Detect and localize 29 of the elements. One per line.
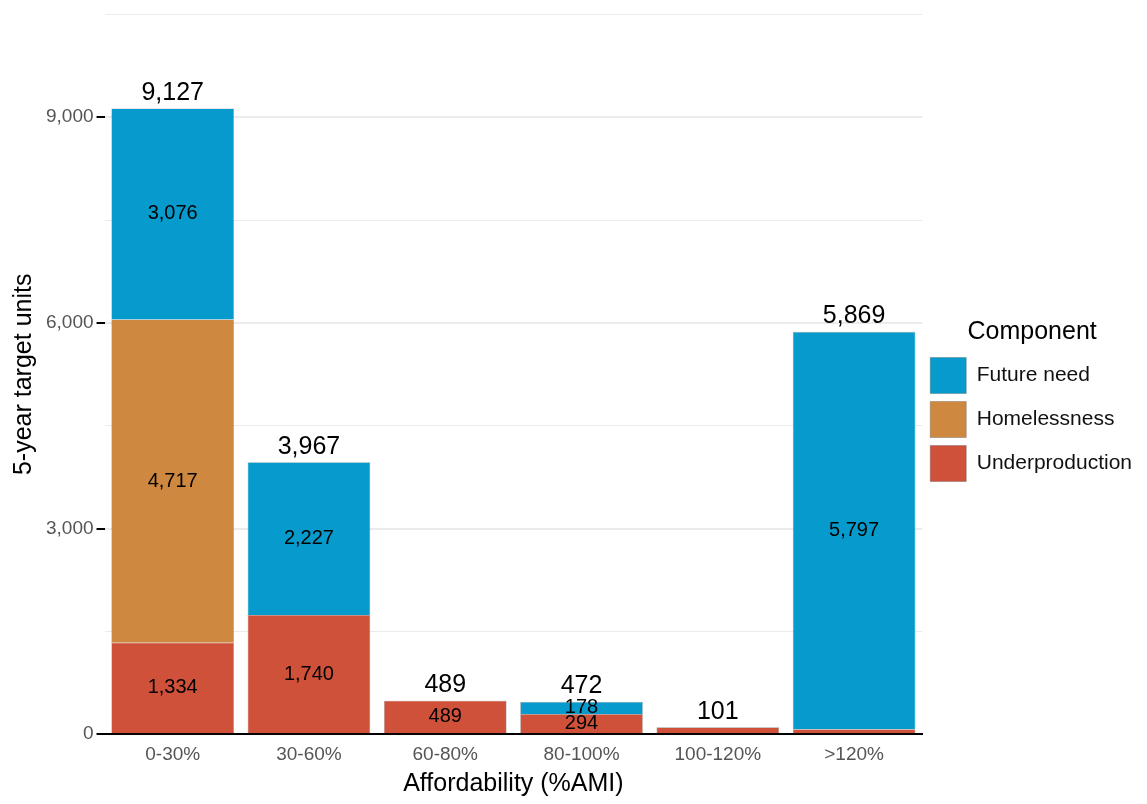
legend-label: Future need — [976, 362, 1090, 386]
data-label: 489 — [428, 704, 462, 727]
x-tick-label: 60-80% — [412, 742, 479, 764]
x-tick-label: 100-120% — [674, 742, 762, 764]
legend-label: Homelessness — [976, 406, 1115, 430]
x-tick-label: >120% — [824, 742, 885, 764]
x-tick-label: 80-100% — [543, 742, 620, 764]
total-label: 3,967 — [277, 430, 341, 459]
y-tick-label: 0 — [82, 722, 94, 744]
y-tick-label: 6,000 — [46, 311, 94, 333]
total-label: 101 — [696, 695, 739, 724]
total-label: 9,127 — [141, 76, 204, 105]
data-label: 5,797 — [829, 518, 880, 541]
data-label: 4,717 — [147, 468, 198, 491]
total-label: 489 — [424, 669, 467, 698]
data-label: 1,740 — [283, 661, 334, 684]
x-tick-label: 0-30% — [145, 742, 201, 764]
y-tick-label: 3,000 — [46, 516, 94, 538]
legend-title: Component — [967, 315, 1097, 344]
y-tick-label: 9,000 — [46, 105, 94, 127]
data-label: 3,076 — [147, 201, 198, 224]
x-tick-label: 30-60% — [276, 742, 342, 764]
total-label: 5,869 — [822, 300, 886, 329]
total-label: 472 — [560, 670, 603, 699]
data-label: 2,227 — [283, 526, 334, 549]
data-label: 1,334 — [147, 675, 198, 698]
y-axis-title: 5-year target units — [7, 273, 36, 476]
x-axis-title: Affordability (%AMI) — [403, 767, 624, 796]
legend-label: Underproduction — [976, 450, 1132, 474]
